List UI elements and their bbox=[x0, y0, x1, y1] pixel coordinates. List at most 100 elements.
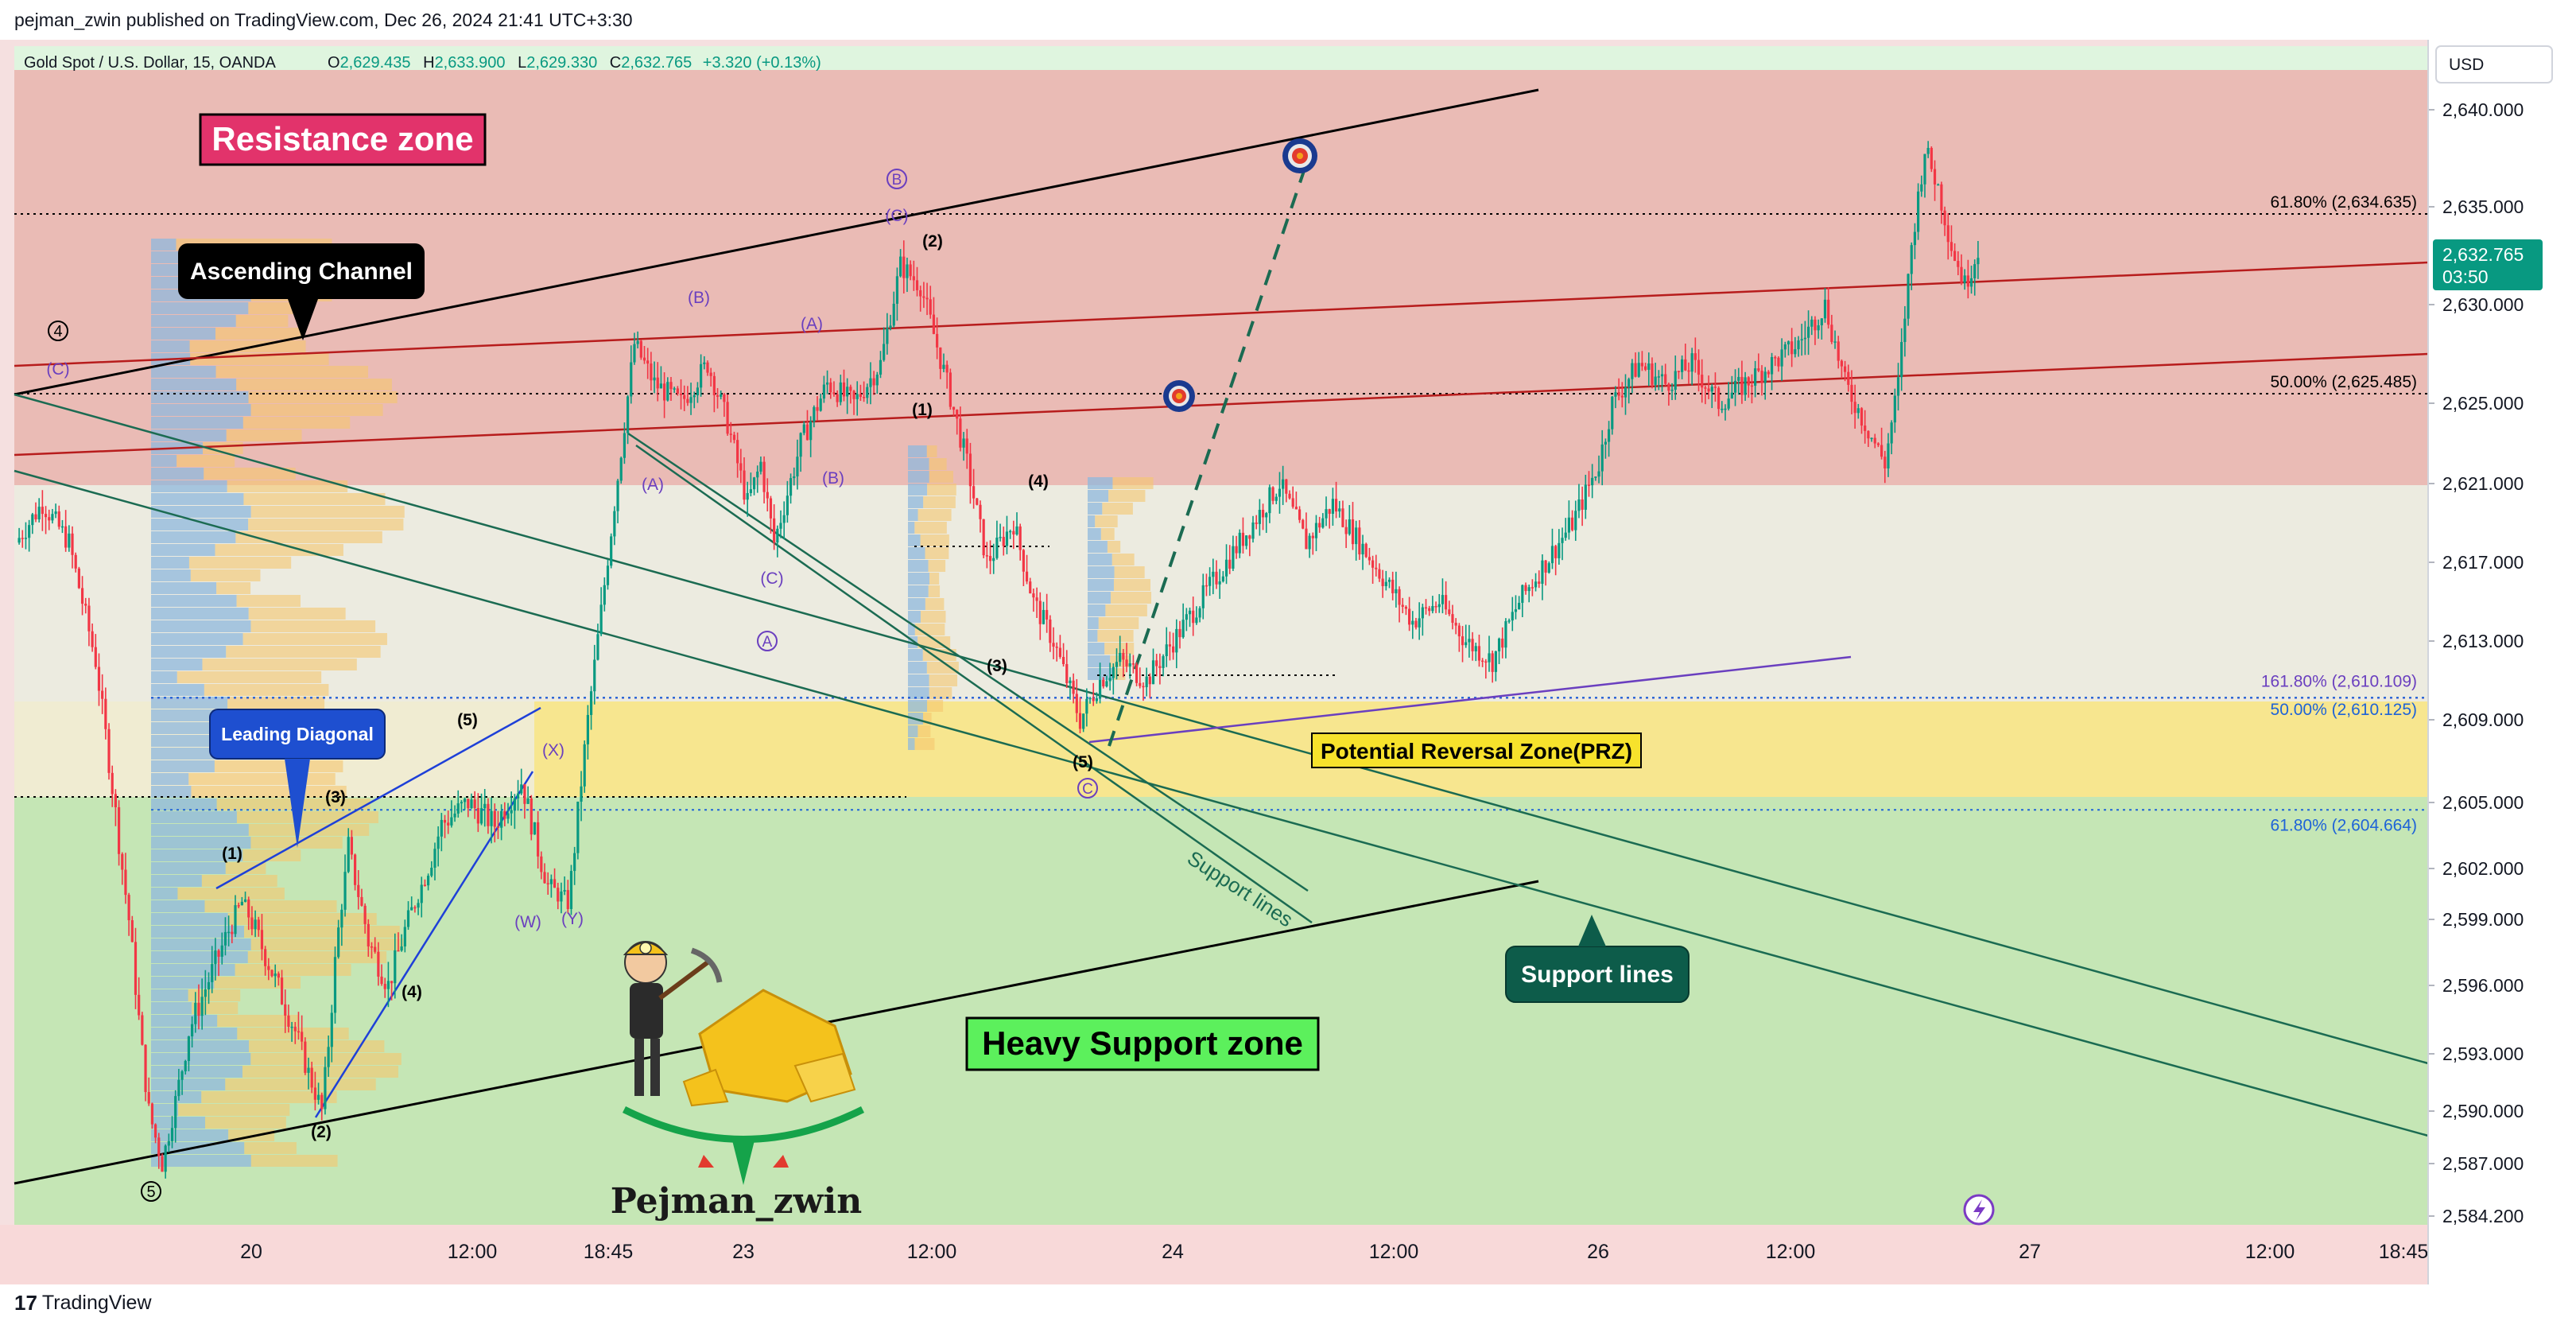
candle-body bbox=[184, 1061, 187, 1072]
support-line-4 bbox=[635, 444, 1313, 924]
candle-body bbox=[277, 973, 280, 978]
candle-body bbox=[1058, 647, 1061, 657]
candle-body bbox=[952, 406, 956, 410]
candle-body bbox=[1198, 608, 1201, 618]
price-tick-label: 2,593.000 bbox=[2442, 1043, 2524, 1064]
volume-profile-bar bbox=[188, 557, 292, 569]
price-axis[interactable]: 2,584.200 2,587.000 2,590.000 2,593.000 2,59… bbox=[2428, 99, 2524, 1226]
candle-body bbox=[726, 402, 729, 434]
candle-body bbox=[689, 397, 692, 403]
candle-body bbox=[1344, 527, 1348, 534]
volume-profile-bar bbox=[927, 700, 944, 712]
candle-body bbox=[1780, 349, 1783, 367]
candle-body bbox=[936, 333, 939, 348]
candle-body bbox=[443, 819, 447, 823]
volume-profile-bar bbox=[236, 595, 301, 607]
candle-body bbox=[1538, 581, 1541, 585]
candle-body bbox=[1806, 326, 1810, 338]
candle-body bbox=[1215, 571, 1218, 585]
candle-body bbox=[1817, 325, 1820, 331]
volume-profile-bar bbox=[151, 951, 248, 963]
candle-body bbox=[1308, 535, 1311, 550]
candle-body bbox=[1830, 324, 1833, 342]
candle-body bbox=[782, 515, 786, 523]
candle-body bbox=[1574, 511, 1577, 530]
candle-body bbox=[1088, 698, 1092, 700]
volume-profile-bar bbox=[922, 649, 956, 661]
leading-diagonal-lower bbox=[314, 771, 534, 1118]
candle-body bbox=[1431, 606, 1434, 612]
candle-body bbox=[1717, 387, 1721, 410]
time-axis[interactable]: 20 12:00 18:45 23 12:00 24 12:00 26 12:00 27 12:00… bbox=[240, 1241, 2428, 1263]
volume-profile-bar bbox=[151, 989, 188, 1001]
candle-body bbox=[1740, 376, 1744, 395]
candle-body bbox=[257, 919, 260, 931]
candle-body bbox=[1484, 661, 1488, 663]
volume-profile-bar bbox=[151, 888, 178, 900]
candle-body bbox=[1687, 370, 1690, 372]
candle-body bbox=[906, 264, 909, 278]
volume-profile-bar bbox=[235, 964, 351, 976]
candle-body bbox=[1224, 559, 1228, 577]
candle-body bbox=[1022, 550, 1025, 572]
volume-profile-bar bbox=[908, 598, 925, 610]
volume-profile-bar bbox=[151, 1002, 192, 1014]
candle-body bbox=[506, 813, 510, 819]
candle-body bbox=[247, 899, 250, 918]
candle-body bbox=[1634, 363, 1637, 377]
volume-profile-bar bbox=[190, 569, 261, 581]
volume-profile-bar bbox=[1107, 541, 1121, 553]
volume-profile-bar bbox=[201, 875, 277, 887]
candle-body bbox=[773, 518, 776, 543]
candle-body bbox=[1684, 359, 1687, 371]
candle-body bbox=[1910, 245, 1913, 274]
candle-body bbox=[979, 504, 982, 519]
tradingview-logo-icon: 17 bbox=[14, 1291, 37, 1315]
candle-body bbox=[603, 585, 606, 605]
candle-body bbox=[786, 495, 789, 515]
candle-body bbox=[1774, 357, 1777, 359]
volume-profile-bar bbox=[908, 725, 918, 737]
candle-body bbox=[1803, 337, 1806, 340]
candle-body bbox=[639, 340, 642, 358]
candle-body bbox=[254, 919, 257, 930]
candle-body bbox=[1930, 147, 1933, 169]
candle-body bbox=[174, 1096, 177, 1129]
volume-profile-bar bbox=[214, 977, 301, 989]
volume-profile-bar bbox=[1088, 655, 1111, 667]
candle-body bbox=[872, 378, 875, 386]
candle-body bbox=[1471, 639, 1474, 651]
candle-body bbox=[669, 382, 673, 390]
candle-body bbox=[456, 803, 460, 814]
volume-profile-bar bbox=[250, 1155, 338, 1167]
candle-body bbox=[1155, 660, 1158, 666]
volume-profile-bar bbox=[225, 862, 266, 874]
candle-body bbox=[1587, 484, 1591, 486]
candle-body bbox=[676, 388, 679, 394]
candle-body bbox=[370, 946, 374, 948]
candle-body bbox=[130, 920, 134, 942]
candle-body bbox=[1524, 585, 1527, 592]
candle-body bbox=[646, 360, 650, 364]
chart[interactable]: Gold Spot / U.S. Dollar, 15, OANDA O2,62… bbox=[0, 40, 2576, 1284]
candle-body bbox=[1082, 713, 1085, 729]
volume-profile-bar bbox=[227, 697, 325, 709]
candle-body bbox=[809, 421, 813, 441]
volume-profile-bar bbox=[1088, 515, 1096, 527]
candle-body bbox=[1890, 422, 1893, 444]
candle-body bbox=[1963, 275, 1966, 283]
candle-body bbox=[150, 1103, 154, 1125]
candle-body bbox=[1837, 341, 1840, 361]
wave-a-paren: (A) bbox=[642, 476, 664, 494]
neutral-zone-area bbox=[14, 485, 2428, 701]
flash-icon[interactable] bbox=[1963, 1194, 1995, 1226]
candle-body bbox=[117, 806, 121, 854]
currency-label-box[interactable]: USD bbox=[2435, 45, 2553, 84]
volume-profile-bar bbox=[151, 837, 251, 849]
candle-body bbox=[1238, 532, 1241, 554]
volume-profile-bar bbox=[908, 611, 921, 623]
ascending-channel-text: Ascending Channel bbox=[190, 258, 413, 285]
volume-profile-bar bbox=[929, 687, 952, 699]
time-tick-label: 27 bbox=[2019, 1241, 2041, 1263]
tradingview-logo[interactable]: 17 TradingView bbox=[14, 1291, 152, 1315]
